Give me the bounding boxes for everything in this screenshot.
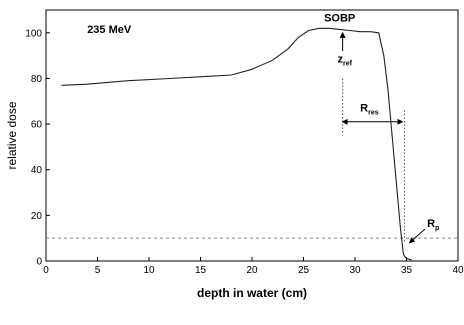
- tick-group: 0 5 10 15 20 25 30 35 40 0 20 40 60 80 100: [25, 28, 464, 276]
- y-tick-label: 60: [31, 120, 43, 131]
- y-tick-label: 0: [36, 257, 42, 268]
- rres-main: R: [360, 103, 368, 115]
- y-axis-label: relative dose: [5, 101, 19, 169]
- x-tick-label: 20: [246, 265, 258, 276]
- rp-arrow: [408, 228, 426, 244]
- dose-curve-line: [61, 27, 412, 261]
- x-tick-label: 35: [401, 265, 413, 276]
- rres-sub: res: [368, 110, 379, 117]
- x-axis-label: depth in water (cm): [197, 286, 307, 300]
- rp-sub: p: [435, 225, 439, 232]
- y-tick-label: 20: [31, 211, 43, 222]
- x-tick-label: 10: [143, 265, 155, 276]
- sobp-annotation: SOBP: [324, 12, 355, 24]
- zref-label: zref: [337, 53, 352, 67]
- zref-main: z: [337, 53, 343, 65]
- x-tick-label: 25: [298, 265, 310, 276]
- x-tick-label: 0: [43, 265, 49, 276]
- rres-label: Rres: [360, 103, 379, 117]
- y-tick-label: 100: [25, 28, 42, 39]
- x-tick-label: 40: [452, 265, 464, 276]
- rp-main: R: [427, 218, 435, 230]
- plot-frame: [45, 9, 459, 262]
- rp-label: Rp: [427, 218, 439, 232]
- y-tick-label: 40: [31, 165, 43, 176]
- x-tick-label: 15: [195, 265, 207, 276]
- x-tick-label: 5: [95, 265, 101, 276]
- x-tick-label: 30: [349, 265, 361, 276]
- y-tick-label: 80: [31, 74, 43, 85]
- zref-sub: ref: [343, 60, 353, 67]
- energy-annotation: 235 MeV: [87, 24, 132, 36]
